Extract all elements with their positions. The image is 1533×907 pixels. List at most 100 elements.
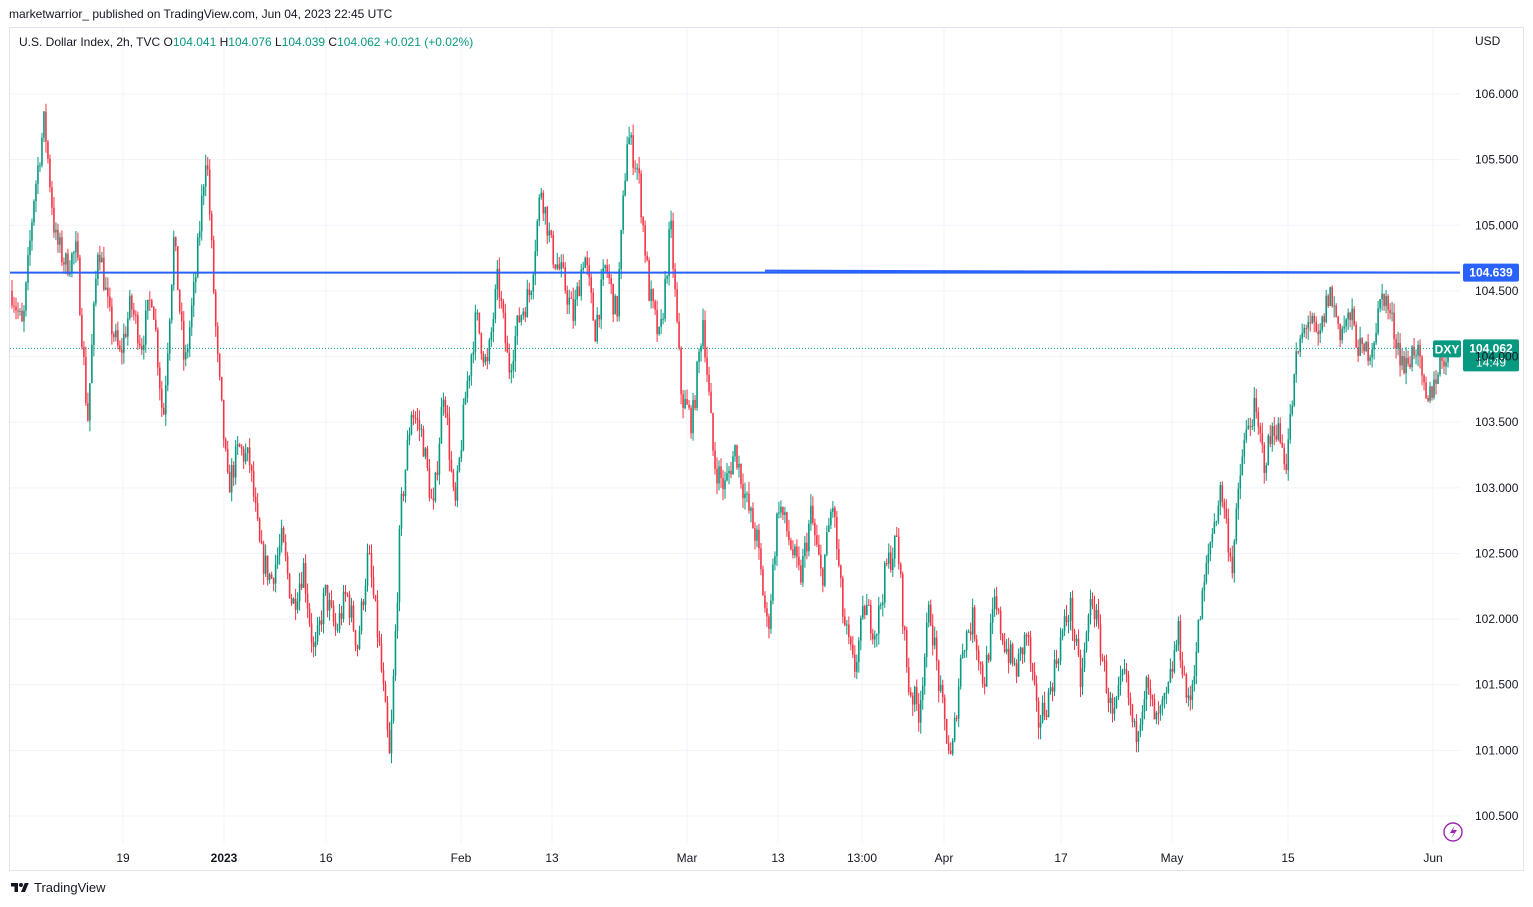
candle <box>574 289 577 326</box>
candle <box>616 295 618 322</box>
candle <box>901 571 904 635</box>
candle <box>568 289 571 315</box>
candle <box>1353 306 1355 327</box>
candle <box>170 284 173 324</box>
candle <box>921 677 924 710</box>
candle <box>1171 661 1174 679</box>
candle <box>1437 371 1439 385</box>
candle <box>698 348 700 374</box>
candle <box>642 215 644 233</box>
candle <box>1189 685 1192 711</box>
candle <box>1395 334 1397 359</box>
candle <box>131 293 133 318</box>
footer-brand: TradingView <box>34 880 106 895</box>
candle <box>704 310 706 363</box>
legend-open-label: O <box>163 35 173 49</box>
candle <box>462 398 465 452</box>
candle <box>1113 697 1116 721</box>
candle <box>101 251 103 263</box>
candle <box>1355 321 1357 349</box>
candle <box>728 465 730 485</box>
candle <box>156 327 159 376</box>
candle <box>1313 312 1315 333</box>
candle <box>866 593 868 616</box>
candle <box>188 320 191 358</box>
candle <box>414 411 417 424</box>
candle <box>350 597 353 623</box>
candle <box>536 219 539 257</box>
candle <box>378 630 381 646</box>
y-tick-label: 100.500 <box>1475 809 1519 823</box>
candle <box>504 303 507 352</box>
candle <box>1255 388 1258 419</box>
candle <box>1403 351 1405 375</box>
candle <box>1099 614 1102 666</box>
candle <box>1029 630 1032 672</box>
candle <box>352 600 355 632</box>
candle <box>566 285 569 314</box>
x-tick-label: Mar <box>677 851 698 865</box>
candle <box>945 718 948 745</box>
candle <box>919 690 922 734</box>
candle <box>838 539 840 568</box>
candle <box>274 554 277 593</box>
candle <box>516 314 519 345</box>
candle <box>852 636 854 659</box>
candle <box>818 534 820 556</box>
candle <box>79 254 81 316</box>
chart-frame[interactable]: 104.639 DXY 104.062 14:49 106.000 105.500 105… <box>9 27 1524 871</box>
candle <box>492 312 495 343</box>
candle <box>1235 503 1238 545</box>
candle <box>308 603 311 628</box>
candle <box>93 301 95 357</box>
candle <box>1011 642 1014 667</box>
candle <box>47 139 49 164</box>
candle <box>965 629 968 658</box>
candle <box>288 572 291 599</box>
candle <box>380 633 383 673</box>
candle <box>969 622 972 641</box>
candle <box>396 592 399 639</box>
candle <box>1035 675 1038 712</box>
candle <box>556 252 559 271</box>
candle <box>1177 616 1180 652</box>
candle <box>638 156 640 184</box>
candle <box>734 444 736 462</box>
candle <box>680 346 682 405</box>
candle <box>25 281 27 317</box>
candle <box>830 508 832 530</box>
candle <box>69 260 71 278</box>
footer[interactable]: TradingView <box>10 880 106 895</box>
candle <box>552 230 555 269</box>
candle <box>418 410 421 442</box>
candle <box>1307 315 1309 340</box>
candle <box>690 405 692 439</box>
candle <box>1149 679 1152 707</box>
candle <box>834 505 836 528</box>
candle <box>354 629 357 652</box>
candle <box>33 199 35 226</box>
candle <box>214 289 217 337</box>
candle <box>1387 294 1389 320</box>
candle <box>65 252 67 275</box>
candle <box>123 323 125 364</box>
resistance-line-segment[interactable] <box>764 269 1461 274</box>
candle <box>1269 425 1272 448</box>
candle <box>935 630 938 671</box>
candle <box>388 722 391 754</box>
candle <box>836 510 838 560</box>
candle <box>334 612 337 636</box>
candle <box>628 126 630 145</box>
candle <box>1061 628 1064 641</box>
candle <box>907 657 910 696</box>
candle <box>1331 285 1333 308</box>
last-price-label: 104.062 <box>1469 341 1513 355</box>
candle <box>73 250 75 265</box>
candle <box>406 430 409 471</box>
candle <box>262 540 265 585</box>
candle <box>398 525 401 612</box>
candle <box>1093 595 1096 628</box>
candle <box>943 694 946 731</box>
lightning-icon[interactable] <box>1443 822 1463 842</box>
